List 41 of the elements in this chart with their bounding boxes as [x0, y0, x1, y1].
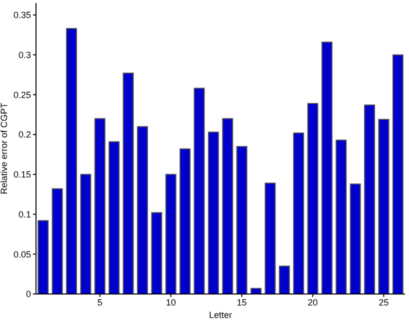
- bar: [66, 28, 78, 294]
- y-tick-label: 0: [26, 289, 31, 300]
- bar: [307, 102, 318, 294]
- y-tick-label: 0.05: [13, 249, 31, 260]
- y-tick-label: 0.35: [13, 10, 31, 20]
- bar: [52, 188, 63, 294]
- x-tick-label: 5: [97, 297, 102, 308]
- x-tick-label: 10: [166, 297, 176, 308]
- bar: [151, 212, 162, 294]
- bar: [321, 42, 332, 294]
- y-tick-label: 0.2: [18, 130, 31, 140]
- bar: [122, 72, 134, 294]
- bar: [392, 54, 404, 294]
- bar: [136, 126, 148, 294]
- bar: [222, 118, 234, 294]
- x-tick-label: 20: [308, 297, 318, 308]
- y-tick-label: 0.1: [18, 209, 31, 220]
- bar: [364, 104, 376, 294]
- bar: [94, 118, 106, 294]
- x-axis-title: Letter: [208, 310, 232, 320]
- x-tick-label: 25: [378, 297, 389, 308]
- bar: [38, 220, 49, 294]
- bar: [208, 132, 219, 294]
- y-tick-label: 0.15: [13, 170, 31, 180]
- bar: [194, 88, 205, 294]
- bar: [250, 288, 262, 294]
- bar: [180, 148, 191, 294]
- bar: [264, 182, 276, 294]
- y-tick-label: 0.3: [18, 50, 31, 60]
- bar: [165, 174, 176, 294]
- y-tick-label: 0.25: [13, 90, 31, 100]
- bar: [236, 146, 248, 294]
- bar: [278, 266, 290, 294]
- bar: [293, 132, 304, 294]
- bar: [350, 183, 361, 294]
- x-tick-label: 15: [236, 297, 247, 308]
- bar: [336, 140, 347, 294]
- bar: [378, 118, 390, 294]
- bar: [80, 174, 92, 294]
- bar: [108, 141, 120, 294]
- y-axis-title: Relative error of CGPT: [0, 102, 10, 194]
